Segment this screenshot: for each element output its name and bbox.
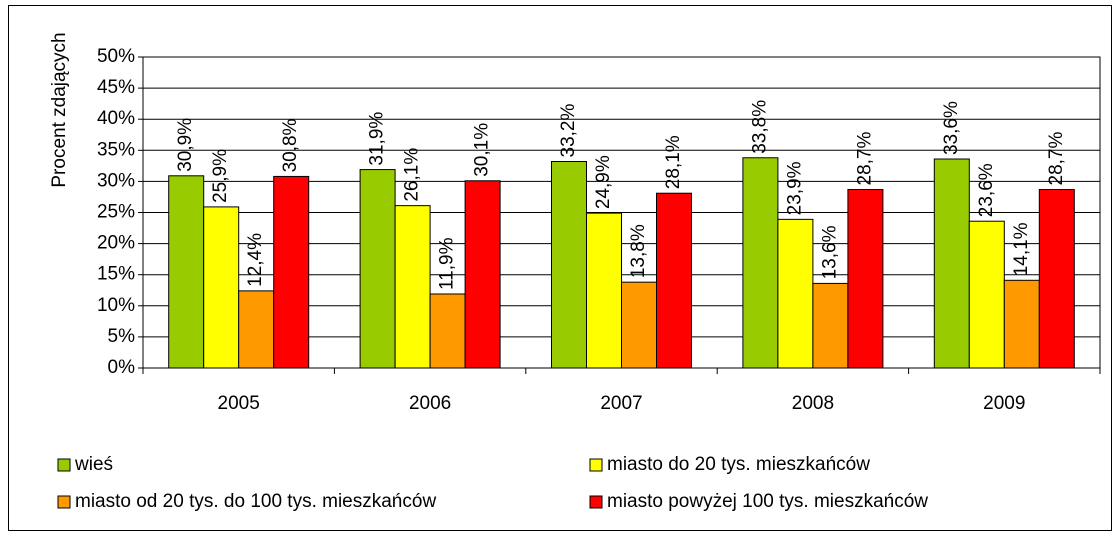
bar bbox=[1003, 279, 1040, 369]
bar bbox=[742, 157, 779, 369]
y-tick-label: 0% bbox=[108, 357, 136, 378]
y-tick-label: 40% bbox=[97, 108, 135, 129]
x-tick-label: 2008 bbox=[792, 393, 834, 414]
x-tick-label: 2009 bbox=[983, 393, 1025, 414]
value-label: 28,7% bbox=[854, 132, 875, 186]
value-label: 33,6% bbox=[941, 101, 962, 155]
value-label: 30,9% bbox=[175, 118, 196, 172]
legend-label: miasto do 20 tys. mieszkańców bbox=[607, 454, 870, 475]
y-tick-label: 20% bbox=[97, 233, 135, 254]
legend-label: miasto powyżej 100 tys. mieszkańców bbox=[607, 491, 928, 512]
value-label: 25,9% bbox=[210, 149, 231, 203]
value-label: 28,7% bbox=[1046, 132, 1067, 186]
x-tick-label: 2007 bbox=[600, 393, 642, 414]
value-label: 14,1% bbox=[1011, 222, 1032, 276]
value-label: 23,9% bbox=[784, 161, 805, 215]
legend-swatch bbox=[589, 495, 603, 509]
value-label: 26,1% bbox=[402, 148, 423, 202]
bar bbox=[621, 281, 657, 369]
x-tick-label: 2006 bbox=[409, 393, 451, 414]
value-label: 11,9% bbox=[437, 237, 458, 290]
bar bbox=[464, 180, 501, 369]
legend-swatch bbox=[57, 458, 71, 472]
bar bbox=[847, 188, 884, 369]
value-label: 30,8% bbox=[280, 118, 301, 172]
y-tick-label: 35% bbox=[97, 139, 135, 160]
value-label: 30,1% bbox=[472, 123, 493, 177]
bar bbox=[777, 218, 814, 369]
bar bbox=[273, 175, 310, 369]
value-label: 31,9% bbox=[367, 112, 388, 166]
value-label: 24,9% bbox=[593, 155, 614, 209]
y-tick-label: 10% bbox=[97, 295, 135, 316]
bar bbox=[359, 169, 396, 369]
y-tick-label: 50% bbox=[97, 46, 135, 67]
bar bbox=[1038, 188, 1075, 369]
bar bbox=[933, 158, 970, 369]
legend-swatch bbox=[57, 495, 71, 509]
bar bbox=[551, 160, 587, 369]
value-label: 33,8% bbox=[749, 100, 770, 154]
bar bbox=[968, 220, 1005, 369]
legend-label: miasto od 20 tys. do 100 tys. mieszkańcó… bbox=[75, 491, 436, 512]
legend-swatch bbox=[589, 458, 603, 472]
value-label: 13,8% bbox=[628, 224, 649, 278]
value-label: 13,6% bbox=[819, 225, 840, 279]
y-tick-label: 45% bbox=[97, 77, 135, 98]
bar bbox=[238, 290, 275, 369]
x-tick-label: 2005 bbox=[218, 393, 260, 414]
y-tick-label: 15% bbox=[97, 264, 135, 285]
y-tick-label: 25% bbox=[97, 202, 135, 223]
bar bbox=[203, 206, 240, 369]
y-tick-label: 5% bbox=[108, 326, 136, 347]
y-axis-label: Procent zdających bbox=[49, 32, 70, 187]
legend-label: wieś bbox=[74, 454, 113, 475]
bar bbox=[656, 192, 692, 369]
bar bbox=[394, 205, 431, 369]
bar bbox=[429, 293, 466, 369]
bar bbox=[586, 212, 622, 369]
y-tick-label: 30% bbox=[97, 170, 135, 191]
bar bbox=[812, 282, 849, 369]
value-label: 23,6% bbox=[976, 163, 997, 217]
value-label: 33,2% bbox=[558, 104, 579, 158]
value-label: 12,4% bbox=[245, 233, 266, 287]
value-label: 28,1% bbox=[663, 135, 684, 189]
bar bbox=[168, 175, 205, 369]
